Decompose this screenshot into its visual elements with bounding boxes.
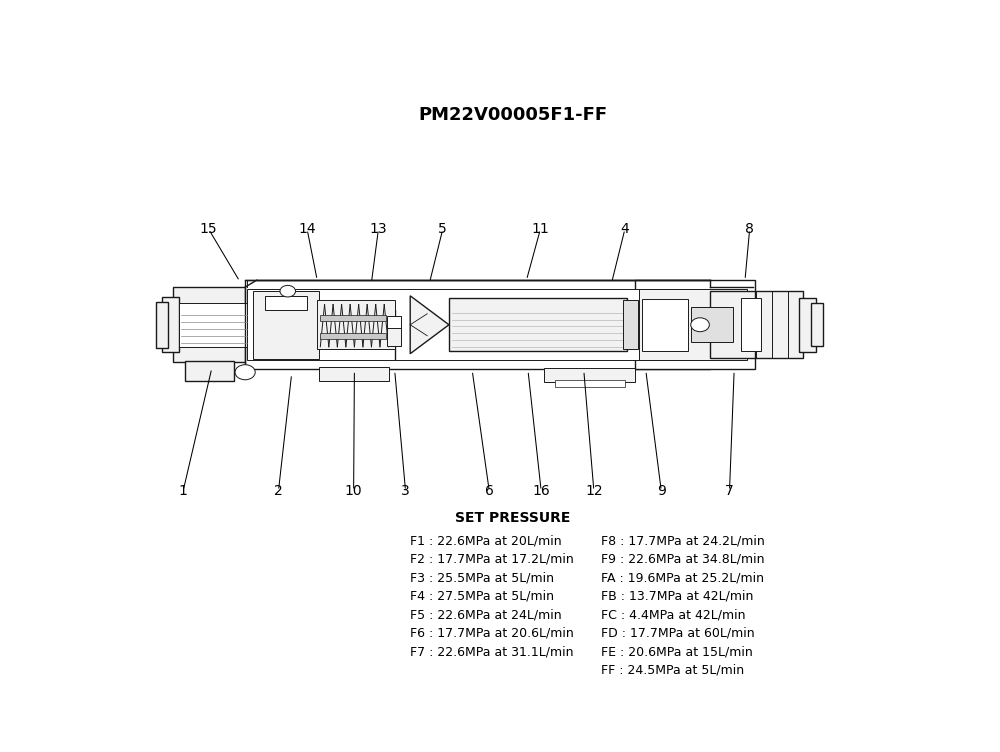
Text: F6 : 17.7MPa at 20.6L/min: F6 : 17.7MPa at 20.6L/min xyxy=(410,627,574,640)
Circle shape xyxy=(235,365,255,380)
Bar xyxy=(247,290,707,360)
Polygon shape xyxy=(410,296,449,353)
Text: F4 : 27.5MPa at 5L/min: F4 : 27.5MPa at 5L/min xyxy=(410,590,554,603)
Text: 14: 14 xyxy=(298,222,316,236)
Text: 3: 3 xyxy=(401,484,410,498)
Bar xyxy=(387,323,401,346)
Text: FC : 4.4MPa at 42L/min: FC : 4.4MPa at 42L/min xyxy=(601,608,745,621)
Text: 8: 8 xyxy=(745,222,754,236)
Bar xyxy=(449,298,627,351)
Bar xyxy=(320,316,386,321)
Text: 11: 11 xyxy=(532,222,549,236)
Text: 9: 9 xyxy=(657,484,666,498)
Text: F3 : 25.5MPa at 5L/min: F3 : 25.5MPa at 5L/min xyxy=(410,572,554,584)
Text: F1 : 22.6MPa at 20L/min: F1 : 22.6MPa at 20L/min xyxy=(410,534,562,547)
Text: 6: 6 xyxy=(485,484,494,498)
Text: FF : 24.5MPa at 5L/min: FF : 24.5MPa at 5L/min xyxy=(601,664,744,677)
Text: F7 : 22.6MPa at 31.1L/min: F7 : 22.6MPa at 31.1L/min xyxy=(410,645,574,659)
Bar xyxy=(741,298,761,351)
Bar xyxy=(156,302,168,348)
Text: FB : 13.7MPa at 42L/min: FB : 13.7MPa at 42L/min xyxy=(601,590,753,603)
Bar xyxy=(799,298,816,352)
Text: F9 : 22.6MPa at 34.8L/min: F9 : 22.6MPa at 34.8L/min xyxy=(601,553,764,566)
Bar xyxy=(623,301,638,349)
Bar xyxy=(544,368,635,382)
Text: 4: 4 xyxy=(620,222,629,236)
Bar xyxy=(173,287,257,362)
Text: F5 : 22.6MPa at 24L/min: F5 : 22.6MPa at 24L/min xyxy=(410,608,562,621)
Text: 15: 15 xyxy=(200,222,218,236)
Bar xyxy=(642,299,688,351)
Bar xyxy=(253,291,319,359)
Bar xyxy=(635,280,755,369)
Text: FA : 19.6MPa at 25.2L/min: FA : 19.6MPa at 25.2L/min xyxy=(601,572,764,584)
Text: 5: 5 xyxy=(438,222,447,236)
Text: F2 : 17.7MPa at 17.2L/min: F2 : 17.7MPa at 17.2L/min xyxy=(410,553,574,566)
Text: PM22V00005F1-FF: PM22V00005F1-FF xyxy=(418,105,607,123)
Text: 13: 13 xyxy=(370,222,387,236)
Text: FE : 20.6MPa at 15L/min: FE : 20.6MPa at 15L/min xyxy=(601,645,753,659)
Bar xyxy=(245,280,710,369)
Text: F8 : 17.7MPa at 24.2L/min: F8 : 17.7MPa at 24.2L/min xyxy=(601,534,765,547)
Text: 7: 7 xyxy=(725,484,734,498)
Bar xyxy=(185,361,234,381)
Bar xyxy=(264,296,307,311)
Circle shape xyxy=(280,285,296,297)
Bar xyxy=(710,291,755,359)
Text: 12: 12 xyxy=(585,484,603,498)
Bar xyxy=(320,333,386,338)
Text: 10: 10 xyxy=(345,484,362,498)
Bar xyxy=(555,380,625,387)
Text: 2: 2 xyxy=(274,484,283,498)
Text: SET PRESSURE: SET PRESSURE xyxy=(455,511,570,525)
Bar xyxy=(319,367,388,381)
Text: 1: 1 xyxy=(179,484,188,498)
Bar xyxy=(387,316,401,328)
Bar xyxy=(639,290,747,360)
Text: 16: 16 xyxy=(532,484,550,498)
Bar xyxy=(317,301,395,349)
Bar xyxy=(811,303,822,346)
Text: FD : 17.7MPa at 60L/min: FD : 17.7MPa at 60L/min xyxy=(601,627,754,640)
Bar xyxy=(162,297,179,352)
Bar xyxy=(755,291,803,359)
Circle shape xyxy=(691,318,709,332)
Bar xyxy=(179,303,249,347)
Bar xyxy=(691,308,733,342)
